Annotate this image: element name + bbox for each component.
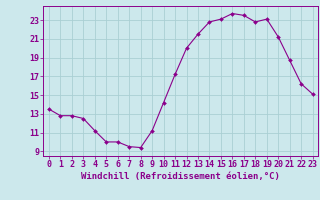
X-axis label: Windchill (Refroidissement éolien,°C): Windchill (Refroidissement éolien,°C) bbox=[81, 172, 280, 181]
